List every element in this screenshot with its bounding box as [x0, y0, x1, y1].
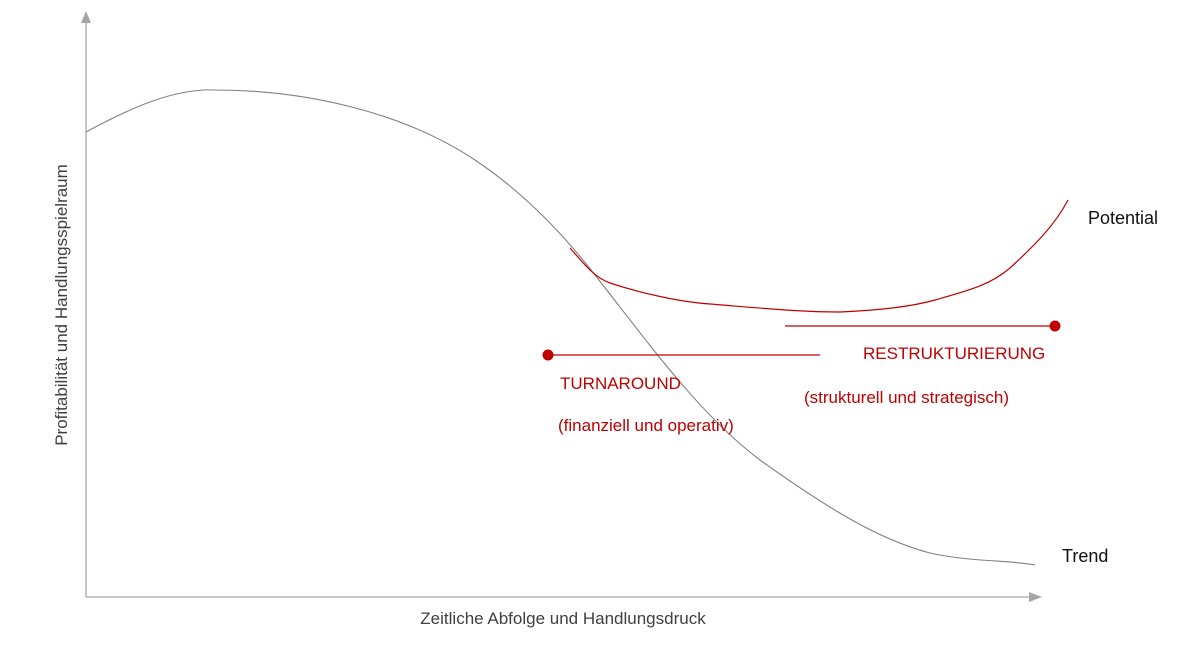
restrukturierung-dot [1049, 320, 1061, 332]
y-axis-label: Profitabilität und Handlungsspielraum [52, 164, 71, 446]
restrukturierung-subtitle: (strukturell und strategisch) [804, 388, 1010, 407]
x-axis-label: Zeitliche Abfolge und Handlungsdruck [420, 609, 706, 628]
turnaround-dot [542, 349, 554, 361]
restrukturierung-title: RESTRUKTURIERUNG [863, 344, 1046, 363]
trend-curve-label: Trend [1062, 546, 1109, 566]
turnaround-subtitle: (finanziell und operativ) [558, 416, 734, 435]
x-axis-arrow [1029, 592, 1042, 602]
potential-curve [569, 199, 1069, 313]
trend-curve [85, 89, 1036, 566]
y-axis-arrow [81, 11, 91, 23]
potential-curve-label: Potential [1088, 208, 1159, 228]
turnaround-title: TURNAROUND [560, 374, 681, 393]
